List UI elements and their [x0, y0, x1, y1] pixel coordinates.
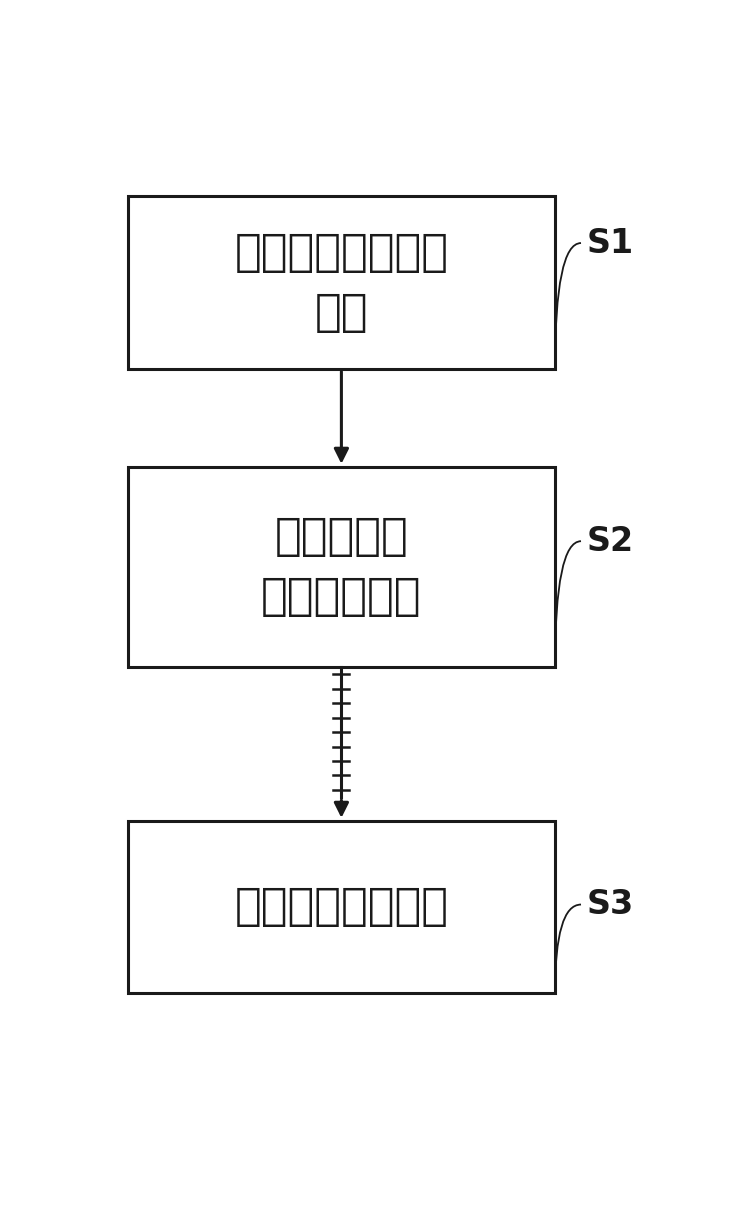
Bar	[128, 196, 555, 369]
Text: 计算细胞膜比电容: 计算细胞膜比电容	[235, 886, 448, 928]
Text: S2: S2	[587, 525, 634, 558]
Text: S1: S1	[587, 226, 634, 259]
Text: S3: S3	[587, 888, 634, 921]
Bar	[128, 467, 555, 667]
Bar	[128, 820, 555, 993]
Text: 构建模型，
得到计算公式: 构建模型， 得到计算公式	[261, 515, 422, 618]
Text: 测量电极间的阻抗
变化: 测量电极间的阻抗 变化	[235, 231, 448, 334]
